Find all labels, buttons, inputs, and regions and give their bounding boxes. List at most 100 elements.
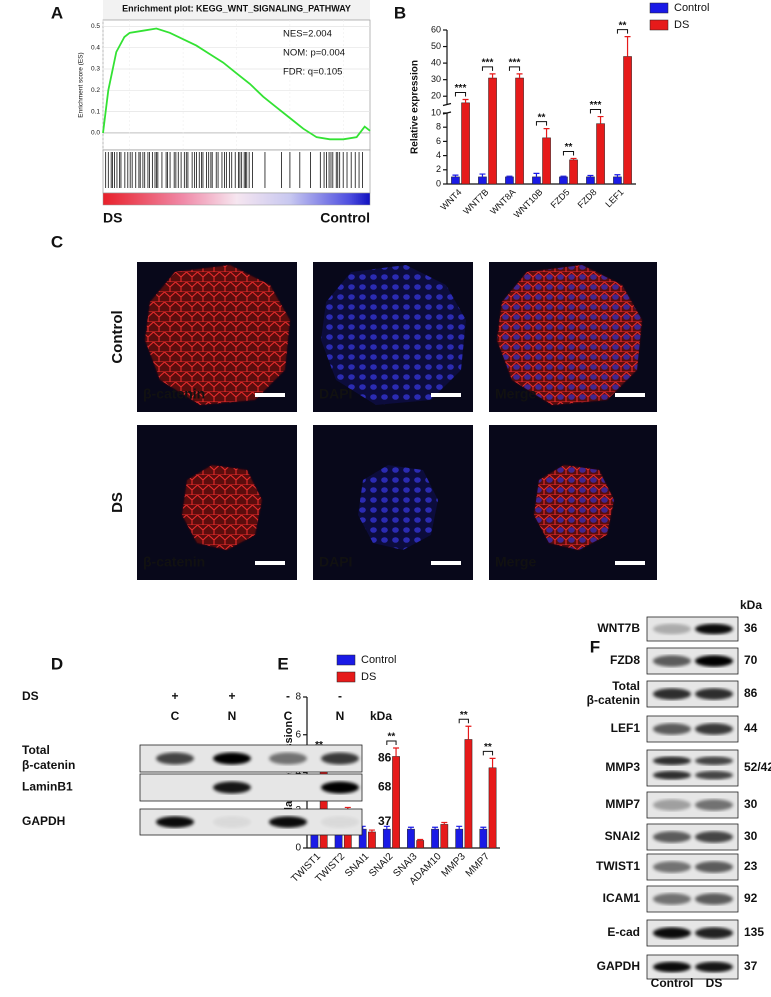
row-label: β-catenin [22,758,75,772]
channel-label: DAPI [319,386,352,402]
bar [455,828,464,849]
bar [515,77,524,185]
treatment: - [286,689,290,703]
y-tick-label: 6 [295,729,301,740]
band [653,688,691,700]
band [695,770,733,780]
x-tick-label: WNT7B [461,187,490,216]
annotation: NOM: p=0.004 [283,48,345,59]
bar [479,828,488,849]
kda: 44 [744,721,758,735]
bar [596,123,605,185]
row-label: LEF1 [611,721,641,735]
kda: 86 [378,751,392,765]
treatment-label: DS [22,689,39,703]
error-bar [489,73,496,79]
band [695,831,733,843]
sig-label: *** [509,58,521,69]
sig-label: ** [388,732,396,743]
sig-label: *** [590,100,602,111]
row-label: DS [109,492,126,513]
hits-frame [102,149,371,194]
panel-letter: B [394,3,406,22]
band [213,781,251,794]
row-label: GAPDH [22,814,65,828]
sig-bracket [562,150,575,156]
header-band [103,0,370,20]
bar [407,828,415,849]
unit: kDa [370,709,392,723]
row-label: Total [612,679,640,693]
treatment: + [228,689,235,703]
band [321,781,359,794]
sig-label: ** [565,142,573,153]
bar [488,767,497,849]
channel-label: DAPI [319,554,352,570]
y-tick-label: 4 [436,150,441,160]
scale-bar [615,561,645,565]
kda: 30 [744,829,758,843]
scale-bar [255,393,285,397]
y-tick-label: 0 [295,843,301,854]
micrograph: Merge [489,425,657,580]
scale-bar [615,393,645,397]
y-tick-label: 4 [295,767,301,778]
error-bar [543,128,550,138]
band [269,752,307,765]
unit: kDa [740,598,762,612]
blot [646,749,739,787]
kda: 70 [744,653,758,667]
bar [478,176,487,185]
x-tick-label: MMP7 [464,851,493,880]
micrograph: β-catenin [137,425,297,580]
x-tick-label: FZD5 [549,187,572,210]
y-tick-label: 0.0 [91,130,100,137]
sig-bracket [616,29,629,34]
bar [416,840,425,849]
annotation: FDR: q=0.105 [283,67,342,78]
micrograph: DAPI [313,425,473,580]
y-tick-label: 0 [436,178,441,188]
error-bar [456,825,463,830]
fraction: N [336,709,345,723]
sig-bracket [458,718,469,724]
scale-bar [255,561,285,565]
y-tick-label: 0.3 [91,66,100,73]
legend-label: DS [674,19,689,31]
row-label: LaminB1 [22,780,73,794]
band [321,816,359,828]
kda: 52/42 [744,760,771,774]
band [653,927,691,939]
legend-label: Control [674,2,709,14]
row-label: E-cad [607,925,640,939]
error-bar [407,826,414,830]
y-tick-label: 40 [431,57,441,67]
treatment: + [171,689,178,703]
band [653,861,691,873]
row-label: SNAI2 [605,829,641,843]
error-bar [560,175,567,177]
bar [392,756,400,849]
error-bar [570,157,577,160]
treatment: - [338,689,342,703]
band [653,655,691,667]
y-tick-label: 60 [431,24,441,34]
channel-label: Merge [495,554,536,570]
panel-letter: C [51,232,63,251]
row-label: Control [109,310,126,363]
row-label: GAPDH [597,959,640,973]
kda: 37 [744,959,758,973]
band [653,770,691,780]
band [695,723,733,735]
annotation: NES=2.004 [283,29,332,40]
y-tick-label: 10 [431,107,441,117]
bar [569,159,578,185]
error-bar [516,73,523,79]
band [695,799,733,811]
sig-label: ** [484,742,492,753]
cell-membranes [145,265,290,405]
panel-letter: F [590,637,600,656]
y-tick-label: 8 [295,692,301,703]
